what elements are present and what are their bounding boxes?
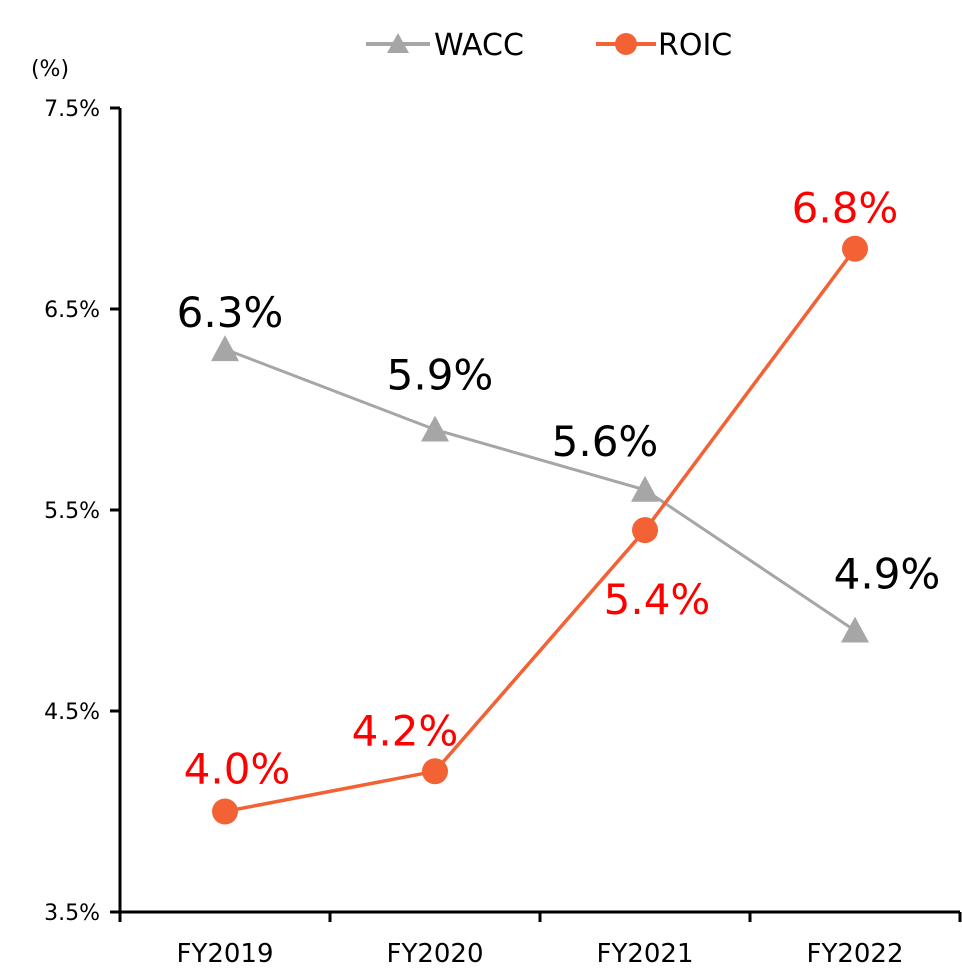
legend-roic-label: ROIC bbox=[658, 28, 732, 63]
x-tick-label: FY2019 bbox=[176, 939, 273, 969]
data-labels: 6.3% 5.9% 5.6% 4.9% 4.0% 4.2% 5.4% 6.8% bbox=[177, 184, 941, 794]
legend: WACC ROIC bbox=[366, 28, 732, 63]
y-tick-label: 4.5% bbox=[44, 700, 100, 725]
wacc-point bbox=[841, 616, 869, 643]
y-tick-label: 6.5% bbox=[44, 298, 100, 323]
wacc-point bbox=[631, 475, 659, 502]
roic-point bbox=[212, 798, 238, 825]
y-tick-label: 7.5% bbox=[44, 97, 100, 122]
wacc-data-label: 6.3% bbox=[177, 288, 284, 337]
series-wacc bbox=[211, 335, 869, 643]
roic-point bbox=[632, 517, 658, 544]
x-tick-label: FY2021 bbox=[596, 939, 693, 969]
x-tick-label: FY2020 bbox=[386, 939, 483, 969]
y-tick-label: 5.5% bbox=[44, 499, 100, 524]
roic-data-label: 5.4% bbox=[604, 575, 711, 624]
roic-data-label: 4.0% bbox=[184, 745, 291, 794]
axes: 3.5% 4.5% 5.5% 6.5% 7.5% (%) FY2019 FY2020 FY202… bbox=[31, 57, 962, 969]
legend-item-roic: ROIC bbox=[596, 28, 732, 63]
roic-data-label: 6.8% bbox=[792, 184, 899, 233]
series-layer bbox=[211, 235, 869, 825]
legend-roic-marker bbox=[615, 33, 637, 55]
wacc-data-label: 5.6% bbox=[552, 417, 659, 466]
y-unit-label: (%) bbox=[31, 57, 69, 82]
series-roic bbox=[212, 235, 868, 825]
wacc-data-label: 4.9% bbox=[834, 550, 941, 599]
x-tick-label: FY2022 bbox=[806, 939, 903, 969]
roic-point bbox=[422, 758, 448, 785]
wacc-data-label: 5.9% bbox=[387, 351, 494, 400]
wacc-point bbox=[211, 335, 239, 362]
roic-line bbox=[224, 247, 857, 814]
legend-item-wacc: WACC bbox=[366, 28, 524, 63]
legend-wacc-label: WACC bbox=[434, 28, 524, 63]
roic-point bbox=[842, 235, 868, 262]
legend-wacc-marker bbox=[387, 33, 409, 53]
roic-data-label: 4.2% bbox=[352, 706, 459, 755]
y-tick-label: 3.5% bbox=[44, 901, 100, 926]
wacc-line bbox=[224, 347, 856, 632]
wacc-point bbox=[421, 415, 449, 442]
